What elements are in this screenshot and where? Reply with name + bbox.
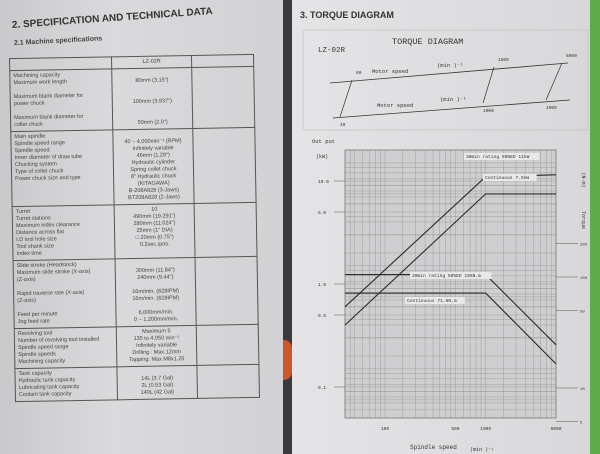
y-tick-label: 0.1 xyxy=(318,385,326,391)
y2-tick-label: 200 xyxy=(580,244,588,248)
grid xyxy=(344,149,557,419)
series-label-bg xyxy=(464,153,540,160)
motor-speed-unit: (min )⁻¹ xyxy=(440,96,466,103)
motor-speed-link xyxy=(545,62,563,101)
series-line xyxy=(345,292,557,365)
motor-speed-tick: 6000 xyxy=(566,53,577,59)
diagram-frame xyxy=(302,29,589,131)
y-tick-label: 5.0 xyxy=(318,210,326,216)
motor-speed-unit: (min )⁻¹ xyxy=(437,62,463,69)
series-label: 30min rating 50%ED 105N.m xyxy=(412,273,481,279)
x-tick-label: 100 xyxy=(381,426,389,432)
series-label: Continuous 7.5kW xyxy=(485,175,529,181)
series-label: Continuous 71.6N.m xyxy=(407,298,457,304)
y-tick-label: 10.0 xyxy=(318,179,329,185)
y2-tick-label: 10 xyxy=(580,388,585,392)
torque-section-title: 3. TORQUE DIAGRAM xyxy=(300,10,394,20)
motor-speed-tick: 40 xyxy=(340,122,346,128)
motor-speed-tick: 1000 xyxy=(483,108,494,114)
motor-speed-link xyxy=(482,66,495,104)
motor-speed-tick: 4000 xyxy=(546,105,557,111)
y-tick-label: 1.0 xyxy=(318,282,326,288)
series-label-bg xyxy=(483,174,537,181)
series-label: 30min rating 50%ED 11kW xyxy=(466,154,530,160)
y2-tick-label: 100 xyxy=(580,277,588,281)
y2-axis-unit: (N·m) xyxy=(580,172,586,187)
x-axis-unit: (min )⁻¹ xyxy=(470,447,494,453)
y-tick-label: 0.5 xyxy=(318,313,326,319)
motor-speed-label: Motor speed xyxy=(372,68,408,75)
x-tick-label: 5000 xyxy=(551,426,562,432)
x-tick-label: 500 xyxy=(451,426,459,432)
series-line xyxy=(344,193,556,326)
x-axis-label: Spindle speed xyxy=(410,444,457,451)
diagram-title: TORQUE DIAGRAM xyxy=(392,37,463,47)
motor-speed-label: Motor speed xyxy=(377,102,413,109)
series-label-bg xyxy=(410,272,492,279)
motor-speed-axis-lower xyxy=(332,99,571,119)
spec-page xyxy=(0,0,283,454)
x-tick-label: 1000 xyxy=(480,426,491,432)
motor-speed-tick: 1500 xyxy=(498,57,509,63)
background-surface xyxy=(590,0,600,454)
diagram-model: LZ-02R xyxy=(318,47,346,55)
y2-axis-label: Torque xyxy=(580,211,586,229)
motor-speed-link xyxy=(339,79,353,118)
background-object xyxy=(283,340,292,380)
y2-tick-label: 50 xyxy=(580,310,585,314)
y2-tick-label: 5 xyxy=(580,421,583,425)
y-axis-unit: (kW) xyxy=(316,154,328,160)
motor-speed-axis-upper xyxy=(329,62,569,84)
y-axis-label: Out put xyxy=(312,138,335,145)
series-label-bg xyxy=(405,297,465,304)
motor-speed-tick: 60 xyxy=(356,70,362,76)
